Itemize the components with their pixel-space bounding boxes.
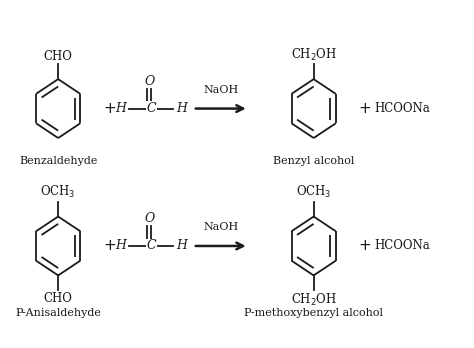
Text: O: O [144, 212, 155, 225]
Text: H: H [115, 239, 126, 252]
Text: HCOONa: HCOONa [374, 102, 430, 115]
Text: NaOH: NaOH [203, 85, 238, 95]
Text: NaOH: NaOH [203, 222, 238, 232]
Text: O: O [144, 74, 155, 88]
Text: C: C [146, 102, 156, 115]
Text: OCH$_3$: OCH$_3$ [296, 184, 331, 200]
Text: P-methoxybenzyl alcohol: P-methoxybenzyl alcohol [244, 308, 383, 318]
Text: CHO: CHO [44, 50, 73, 63]
Text: HCOONa: HCOONa [374, 239, 430, 252]
Text: H: H [115, 102, 126, 115]
Text: +: + [358, 238, 371, 253]
Text: CHO: CHO [44, 292, 73, 305]
Text: H: H [176, 102, 187, 115]
Text: +: + [358, 101, 371, 116]
Text: Benzyl alcohol: Benzyl alcohol [273, 156, 355, 166]
Text: CH$_2$OH: CH$_2$OH [291, 292, 337, 308]
Text: H: H [176, 239, 187, 252]
Text: CH$_2$OH: CH$_2$OH [291, 47, 337, 63]
Text: Benzaldehyde: Benzaldehyde [19, 156, 97, 166]
Text: +: + [103, 238, 116, 253]
Text: C: C [146, 239, 156, 252]
Text: OCH$_3$: OCH$_3$ [40, 184, 76, 200]
Text: +: + [103, 101, 116, 116]
Text: P-Anisaldehyde: P-Anisaldehyde [15, 308, 101, 318]
